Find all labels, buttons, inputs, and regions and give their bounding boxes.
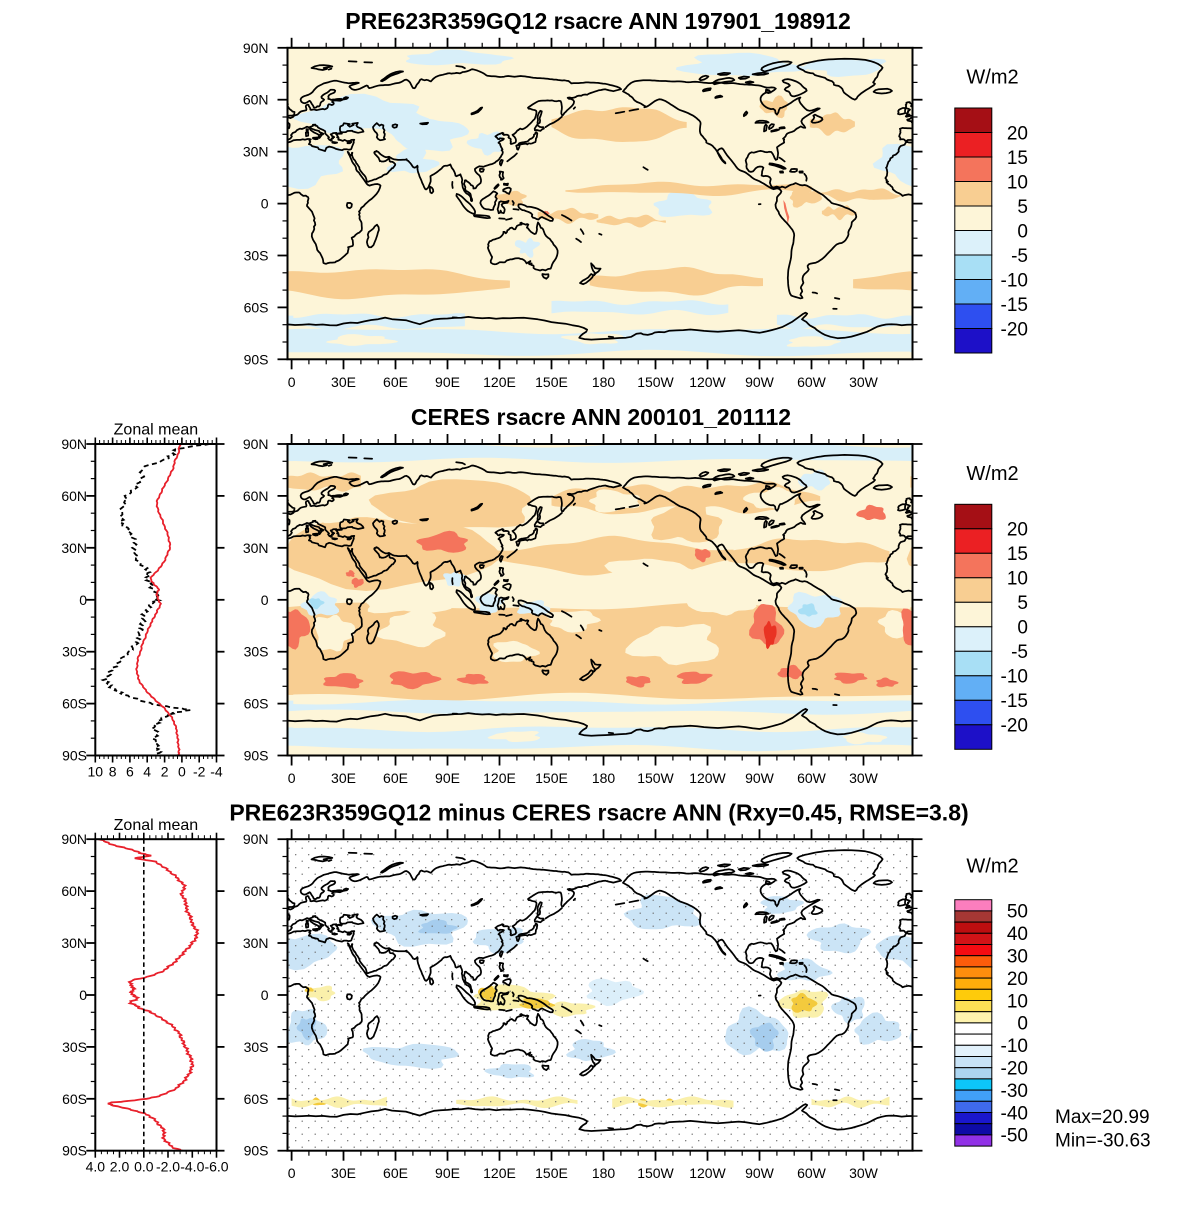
svg-text:8: 8: [109, 764, 117, 780]
svg-text:5: 5: [1017, 593, 1028, 614]
svg-text:15: 15: [1007, 544, 1028, 565]
svg-text:30S: 30S: [62, 644, 87, 660]
svg-text:W/m2: W/m2: [966, 463, 1018, 485]
svg-text:30N: 30N: [61, 540, 87, 556]
svg-text:-4.0: -4.0: [180, 1159, 204, 1175]
svg-text:Min=-30.63: Min=-30.63: [1055, 1131, 1151, 1152]
svg-text:5: 5: [1017, 197, 1028, 218]
svg-text:-6.0: -6.0: [204, 1159, 228, 1175]
svg-text:Zonal mean: Zonal mean: [114, 422, 199, 439]
svg-text:0.0: 0.0: [134, 1159, 154, 1175]
svg-text:90N: 90N: [61, 436, 87, 452]
svg-text:20: 20: [1007, 520, 1028, 541]
svg-text:40: 40: [1007, 924, 1028, 945]
svg-text:W/m2: W/m2: [966, 67, 1018, 89]
svg-text:15: 15: [1007, 148, 1028, 169]
svg-text:-20: -20: [1001, 1059, 1028, 1080]
svg-text:-10: -10: [1001, 1036, 1028, 1057]
svg-text:90S: 90S: [62, 1143, 87, 1159]
svg-text:-2: -2: [193, 764, 206, 780]
svg-text:10: 10: [88, 764, 104, 780]
svg-text:-10: -10: [1001, 270, 1028, 291]
svg-text:60S: 60S: [62, 1091, 87, 1107]
svg-text:-15: -15: [1001, 295, 1028, 316]
svg-text:20: 20: [1007, 969, 1028, 990]
svg-text:W/m2: W/m2: [966, 856, 1018, 878]
svg-text:0: 0: [79, 592, 87, 608]
svg-text:0: 0: [1017, 221, 1028, 242]
svg-text:-15: -15: [1001, 691, 1028, 712]
svg-text:4: 4: [143, 764, 151, 780]
svg-text:-20: -20: [1001, 716, 1028, 737]
svg-text:-20: -20: [1001, 319, 1028, 340]
svg-text:PRE623R359GQ12 minus CERES rsa: PRE623R359GQ12 minus CERES rsacre ANN (R…: [229, 800, 968, 826]
svg-text:30S: 30S: [62, 1039, 87, 1055]
svg-text:2.0: 2.0: [110, 1159, 130, 1175]
svg-text:50: 50: [1007, 902, 1028, 923]
svg-text:20: 20: [1007, 123, 1028, 144]
svg-text:0: 0: [178, 764, 186, 780]
svg-text:0: 0: [1017, 1014, 1028, 1035]
svg-text:10: 10: [1007, 991, 1028, 1012]
svg-text:-5: -5: [1011, 246, 1028, 267]
svg-text:90N: 90N: [61, 831, 87, 847]
svg-text:2: 2: [161, 764, 169, 780]
svg-text:90S: 90S: [62, 748, 87, 764]
svg-text:-30: -30: [1001, 1081, 1028, 1102]
svg-text:10: 10: [1007, 569, 1028, 590]
svg-text:4.0: 4.0: [86, 1159, 106, 1175]
svg-text:-2.0: -2.0: [156, 1159, 180, 1175]
svg-text:-40: -40: [1001, 1103, 1028, 1124]
svg-text:60N: 60N: [61, 488, 87, 504]
svg-text:CERES rsacre ANN 200101_201112: CERES rsacre ANN 200101_201112: [411, 404, 791, 430]
svg-text:Max=20.99: Max=20.99: [1055, 1107, 1150, 1128]
svg-text:Zonal mean: Zonal mean: [114, 817, 199, 834]
svg-text:0: 0: [79, 987, 87, 1003]
svg-text:-10: -10: [1001, 667, 1028, 688]
svg-text:60S: 60S: [62, 696, 87, 712]
svg-text:-5: -5: [1011, 642, 1028, 663]
svg-text:PRE623R359GQ12 rsacre ANN 1979: PRE623R359GQ12 rsacre ANN 197901_198912: [345, 8, 851, 34]
svg-text:0: 0: [1017, 618, 1028, 639]
svg-text:-50: -50: [1001, 1126, 1028, 1147]
svg-text:6: 6: [126, 764, 134, 780]
svg-text:60N: 60N: [61, 883, 87, 899]
svg-text:-4: -4: [210, 764, 223, 780]
svg-text:30N: 30N: [61, 935, 87, 951]
svg-text:10: 10: [1007, 172, 1028, 193]
svg-text:30: 30: [1007, 947, 1028, 968]
